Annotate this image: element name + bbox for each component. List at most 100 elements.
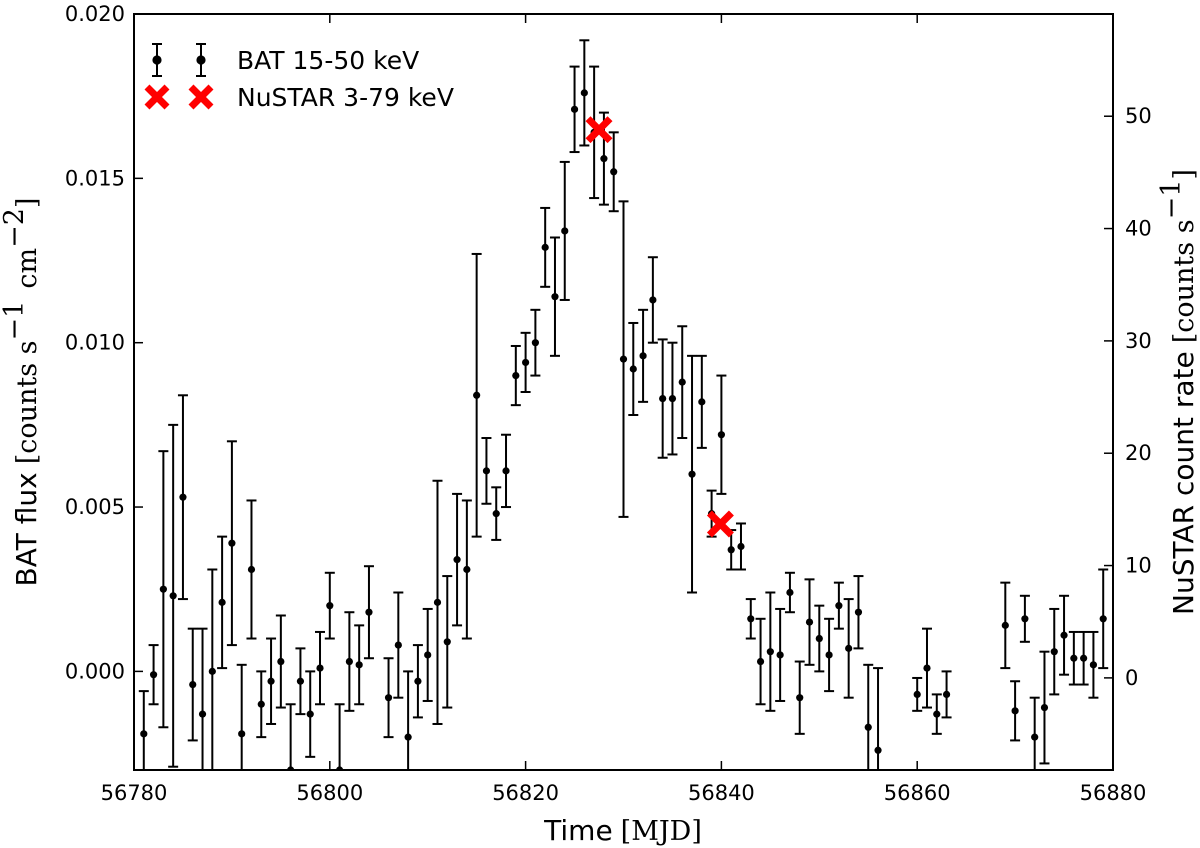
bat-marker-63 [766, 648, 774, 656]
bat-marker-13 [267, 677, 275, 685]
bat-point-7 [207, 568, 218, 770]
bat-point-28 [422, 607, 433, 702]
bat-marker-1 [149, 671, 158, 679]
bat-marker-52 [659, 394, 667, 403]
bat-point-44 [579, 39, 590, 147]
bat-marker-12 [257, 700, 265, 708]
bat-marker-68 [815, 634, 823, 643]
x-tick-label-1: 56800 [296, 781, 363, 805]
bat-point-29 [432, 479, 443, 725]
bat-point-40 [540, 206, 551, 288]
bat-point-58 [716, 374, 727, 495]
bat-marker-4 [179, 493, 187, 501]
bat-point-64 [775, 607, 786, 702]
bat-marker-48 [619, 355, 628, 363]
bat-marker-50 [639, 352, 647, 360]
bat-point-36 [501, 433, 512, 509]
bat-marker-55 [688, 470, 696, 478]
bat-point-35 [491, 486, 502, 541]
y-axis-left-title: BAT flux[counts s−1cm−2] [0, 198, 43, 587]
x-tick-label-2: 56820 [492, 781, 559, 805]
bat-point-11 [246, 499, 257, 640]
bat-marker-32 [463, 565, 471, 574]
bat-point-50 [638, 308, 649, 403]
bat-marker-28 [424, 651, 432, 659]
bat-point-87 [1078, 630, 1089, 686]
bat-marker-0 [140, 730, 148, 738]
bat-marker-25 [394, 641, 402, 649]
bat-marker-10 [238, 730, 246, 738]
bat-marker-5 [189, 680, 197, 689]
bat-marker-67 [805, 618, 814, 626]
y-left-tick-label-4: 0.020 [65, 2, 125, 26]
y-right-tick-label-2: 20 [1125, 441, 1152, 465]
bat-point-86 [1068, 630, 1079, 686]
bat-point-43 [569, 65, 580, 154]
bat-marker-77 [933, 710, 941, 718]
bat-point-32 [461, 499, 472, 640]
y-ticks-right: 0 10 20 30 40 50 [1104, 104, 1152, 690]
bat-marker-33 [473, 391, 481, 399]
bat-point-60 [735, 522, 746, 571]
legend-nustar-symbol [144, 84, 214, 110]
bat-point-3 [168, 423, 179, 768]
bat-marker-51 [649, 296, 657, 304]
bat-marker-85 [1060, 631, 1068, 639]
bat-marker-56 [698, 398, 706, 406]
bat-point-19 [324, 571, 335, 640]
bat-marker-49 [629, 365, 637, 373]
bat-point-34 [481, 437, 492, 505]
bat-marker-41 [551, 293, 559, 301]
y-right-tick-label-5: 50 [1125, 104, 1152, 128]
bat-marker-59 [727, 546, 735, 554]
x-tick-label-3: 56840 [688, 781, 755, 805]
bat-point-75 [912, 676, 923, 712]
y-right-tick-label-0: 0 [1125, 666, 1138, 690]
bat-marker-54 [678, 378, 686, 386]
bat-point-41 [549, 236, 560, 357]
bat-marker-17 [306, 710, 314, 718]
bat-point-48 [618, 200, 629, 518]
bat-marker-73 [864, 723, 872, 731]
bat-point-14 [275, 614, 286, 709]
bat-marker-88 [1089, 661, 1098, 669]
bat-marker-87 [1080, 654, 1088, 662]
bat-marker-30 [443, 638, 451, 646]
bat-point-54 [677, 325, 688, 440]
bat-marker-8 [218, 598, 226, 606]
bat-marker-27 [414, 677, 422, 685]
bat-marker-47 [610, 168, 618, 176]
y-right-tick-label-3: 30 [1125, 329, 1152, 353]
y-right-tick-label-1: 10 [1125, 554, 1152, 578]
bat-point-51 [647, 256, 658, 344]
bat-point-37 [510, 344, 521, 407]
bat-point-89 [1098, 568, 1109, 670]
bat-point-62 [755, 617, 766, 706]
bat-point-77 [931, 693, 942, 735]
bat-point-23 [363, 565, 374, 660]
bat-point-80 [1010, 680, 1021, 742]
bat-point-16 [295, 647, 306, 716]
bat-point-5 [187, 627, 198, 742]
nustar-point-0 [585, 116, 613, 144]
bat-marker-89 [1099, 615, 1107, 623]
bat-point-70 [833, 581, 844, 630]
bat-marker-42 [561, 227, 569, 235]
bat-marker-78 [942, 690, 951, 699]
x-axis-title: Time [MJD] [543, 814, 702, 847]
x-tick-label-4: 56860 [884, 781, 951, 805]
bat-marker-34 [482, 467, 491, 475]
bat-marker-2 [159, 585, 167, 593]
bat-point-42 [559, 160, 570, 301]
bat-marker-38 [522, 358, 530, 367]
bat-marker-70 [835, 602, 843, 610]
bat-marker-36 [502, 467, 510, 475]
bat-marker-21 [345, 657, 353, 666]
bat-point-83 [1039, 650, 1050, 765]
bat-point-27 [412, 644, 423, 719]
bat-marker-31 [453, 556, 461, 564]
bat-point-53 [667, 341, 678, 456]
y-left-tick-label-0: 0.000 [65, 659, 125, 683]
y-ticks-left: 0.000 0.005 0.010 0.015 0.020 [65, 2, 143, 683]
bat-point-55 [687, 354, 698, 594]
